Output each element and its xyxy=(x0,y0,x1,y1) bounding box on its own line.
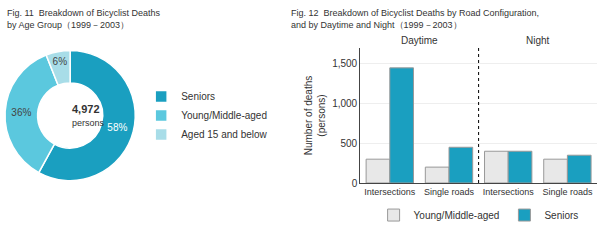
svg-text:Young/Middle-aged: Young/Middle-aged xyxy=(414,210,500,221)
svg-text:1,500: 1,500 xyxy=(332,58,357,69)
svg-text:Single roads: Single roads xyxy=(542,187,593,197)
svg-text:Seniors: Seniors xyxy=(544,210,578,221)
svg-text:Fig. 11 Breakdown of Bicyclis: Fig. 11 Breakdown of Bicyclist Deathsby … xyxy=(7,8,160,30)
svg-text:4,972: 4,972 xyxy=(72,103,100,115)
svg-text:Fig. 12 Breakdown of Bicyclis: Fig. 12 Breakdown of Bicyclist Deaths by… xyxy=(291,8,539,30)
svg-text:Intersections: Intersections xyxy=(364,187,416,197)
svg-text:Number of deaths(persons): Number of deaths(persons) xyxy=(303,76,327,156)
svg-text:1,000: 1,000 xyxy=(332,98,357,109)
svg-text:Night: Night xyxy=(526,35,550,46)
svg-text:Young/Middle-aged: Young/Middle-aged xyxy=(181,110,267,121)
svg-text:Seniors: Seniors xyxy=(181,91,215,102)
svg-text:58%: 58% xyxy=(107,122,127,133)
svg-text:Single roads: Single roads xyxy=(424,187,475,197)
svg-text:Daytime: Daytime xyxy=(401,35,438,46)
svg-text:persons: persons xyxy=(72,118,105,128)
svg-text:6%: 6% xyxy=(53,56,68,67)
svg-text:Aged 15 and below: Aged 15 and below xyxy=(181,129,267,140)
svg-text:0: 0 xyxy=(352,178,358,189)
svg-text:36%: 36% xyxy=(11,107,31,118)
svg-text:500: 500 xyxy=(341,138,358,149)
svg-text:Intersections: Intersections xyxy=(483,187,535,197)
